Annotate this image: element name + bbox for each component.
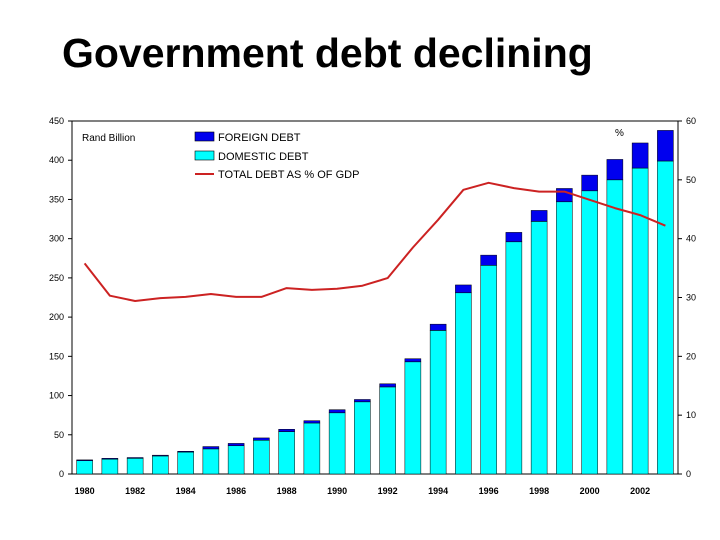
x-tick-label: 2002 — [630, 486, 650, 496]
legend-label-domestic: DOMESTIC DEBT — [218, 151, 309, 163]
bar-foreign-1997 — [505, 232, 523, 243]
bar-foreign-1983 — [152, 454, 169, 457]
bar-domestic-2000 — [581, 190, 598, 475]
bar-domestic-1980 — [76, 460, 93, 475]
left-tick-label: 200 — [49, 312, 64, 322]
legend-label-foreign: FOREIGN DEBT — [218, 132, 301, 144]
legend: FOREIGN DEBT DOMESTIC DEBT TOTAL DEBT AS… — [194, 131, 359, 181]
bar-foreign-1998 — [530, 210, 548, 222]
x-tick-label: 1996 — [479, 486, 499, 496]
left-tick-label: 50 — [54, 430, 64, 440]
bar-domestic-1983 — [152, 455, 169, 475]
series-line-total-debt-gdp — [83, 181, 666, 302]
x-axis-ticks: 1980 1982 1984 1986 1988 1990 1992 1994 1996 1998… — [75, 486, 651, 496]
bar-domestic-1991 — [354, 401, 371, 475]
left-tick-label: 250 — [49, 273, 64, 283]
bar-foreign-1981 — [101, 458, 119, 460]
x-tick-label: 1982 — [125, 486, 145, 496]
bar-foreign-1990 — [328, 409, 346, 414]
bar-domestic-1999 — [556, 201, 573, 475]
bar-domestic-2003 — [657, 160, 674, 475]
bar-domestic-1988 — [278, 431, 295, 475]
bar-domestic-1993 — [404, 361, 422, 475]
bar-domestic-1985 — [202, 448, 220, 475]
bar-domestic-2001 — [606, 179, 624, 475]
legend-swatch-foreign — [194, 131, 215, 142]
x-tick-label: 1998 — [529, 486, 549, 496]
bar-foreign-1993 — [404, 358, 422, 363]
left-tick-label: 400 — [49, 155, 64, 165]
bar-foreign-2000 — [581, 174, 598, 192]
slide-title: Government debt declining — [62, 30, 593, 76]
x-tick-label: 2000 — [580, 486, 600, 496]
bar-domestic-1987 — [253, 440, 270, 475]
right-tick-label: 0 — [686, 469, 691, 479]
x-tick-label: 1986 — [226, 486, 246, 496]
left-axis-ticks: 0 50 100 150 200 250 300 350 400 450 — [49, 116, 72, 479]
bar-domestic-1981 — [101, 458, 119, 475]
right-tick-label: 40 — [686, 234, 696, 244]
bar-foreign-1992 — [379, 383, 396, 388]
bars-group — [76, 130, 674, 475]
right-tick-label: 10 — [686, 410, 696, 420]
x-tick-label: 1990 — [327, 486, 347, 496]
x-tick-label: 1988 — [277, 486, 297, 496]
x-tick-label: 1980 — [75, 486, 95, 496]
x-tick-label: 1992 — [378, 486, 398, 496]
bar-foreign-1982 — [126, 457, 144, 459]
x-tick-label: 1994 — [428, 486, 448, 496]
bar-foreign-2001 — [606, 159, 624, 181]
bar-domestic-1984 — [177, 451, 194, 475]
bar-foreign-1989 — [303, 420, 321, 424]
bar-foreign-2003 — [657, 130, 674, 162]
left-tick-label: 350 — [49, 194, 64, 204]
bar-foreign-1995 — [455, 284, 472, 294]
bar-domestic-1995 — [455, 292, 472, 475]
x-tick-label: 1984 — [176, 486, 196, 496]
bar-foreign-1986 — [227, 443, 245, 447]
bar-domestic-1982 — [126, 458, 144, 475]
left-tick-label: 450 — [49, 116, 64, 126]
right-tick-label: 20 — [686, 351, 696, 361]
bar-domestic-1992 — [379, 386, 396, 475]
left-unit-label: Rand Billion — [82, 133, 135, 144]
bar-domestic-1990 — [328, 412, 346, 475]
bar-domestic-1994 — [429, 330, 447, 475]
bar-domestic-1998 — [530, 221, 548, 475]
bar-domestic-1996 — [480, 265, 497, 475]
legend-label-gdp: TOTAL DEBT AS % OF GDP — [218, 169, 359, 181]
right-tick-label: 60 — [686, 116, 696, 126]
bar-domestic-1986 — [227, 445, 245, 475]
right-tick-label: 30 — [686, 293, 696, 303]
bar-foreign-1999 — [556, 188, 573, 203]
bar-foreign-1985 — [202, 446, 220, 450]
bar-foreign-1987 — [253, 437, 270, 441]
bar-domestic-1997 — [505, 241, 523, 475]
bar-foreign-1980 — [76, 459, 93, 461]
bar-foreign-1988 — [278, 429, 295, 432]
bar-foreign-1996 — [480, 254, 497, 266]
gdp-line-group — [83, 181, 666, 302]
left-tick-label: 150 — [49, 351, 64, 361]
left-tick-label: 100 — [49, 391, 64, 401]
bar-foreign-1994 — [429, 323, 447, 331]
bar-domestic-1989 — [303, 422, 321, 475]
bar-foreign-1991 — [354, 399, 371, 403]
bar-foreign-1984 — [177, 451, 194, 453]
left-tick-label: 300 — [49, 234, 64, 244]
left-tick-label: 0 — [59, 469, 64, 479]
right-unit-label: % — [615, 128, 624, 139]
right-tick-label: 50 — [686, 175, 696, 185]
right-axis-ticks: 0 10 20 30 40 50 60 — [678, 116, 696, 479]
bar-foreign-2002 — [631, 142, 649, 169]
legend-swatch-domestic — [194, 150, 215, 161]
